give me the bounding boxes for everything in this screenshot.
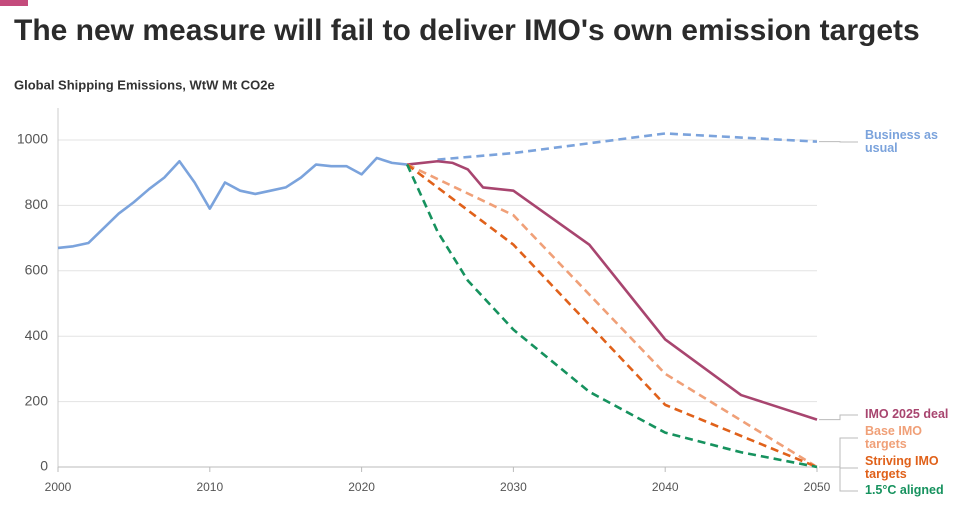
y-tick-label: 0: [40, 458, 48, 474]
series-line: [406, 163, 818, 469]
legend-label: 1.5°C aligned: [865, 483, 944, 497]
accent-bar: [0, 0, 28, 6]
x-tick-label: 2010: [196, 480, 223, 494]
y-tick-label: 200: [25, 392, 49, 408]
x-tick-label: 2030: [500, 480, 527, 494]
series-line: [407, 159, 818, 421]
leader-line: [819, 437, 858, 468]
legend-label: Business as usual: [865, 128, 938, 155]
y-tick-label: 400: [25, 327, 49, 343]
series-line: [57, 156, 408, 250]
legend-label: IMO 2025 deal: [865, 407, 949, 421]
series-line: [406, 163, 818, 469]
x-tick-label: 2000: [45, 480, 72, 494]
series-line: [437, 132, 818, 161]
chart-title: The new measure will fail to deliver IMO…: [14, 14, 920, 47]
leader-line: [819, 414, 858, 421]
y-tick-label: 1000: [17, 131, 48, 147]
leader-line: [819, 466, 858, 492]
y-tick-label: 800: [25, 196, 49, 212]
legend-label: Base IMO targets: [865, 424, 922, 451]
x-tick-label: 2050: [804, 480, 831, 494]
series-line: [405, 163, 818, 469]
x-tick-label: 2020: [348, 480, 375, 494]
y-tick-label: 600: [25, 262, 49, 278]
chart-subtitle: Global Shipping Emissions, WtW Mt CO2e: [14, 77, 275, 92]
x-tick-label: 2040: [652, 480, 679, 494]
legend-label: Striving IMO targets: [865, 454, 939, 481]
